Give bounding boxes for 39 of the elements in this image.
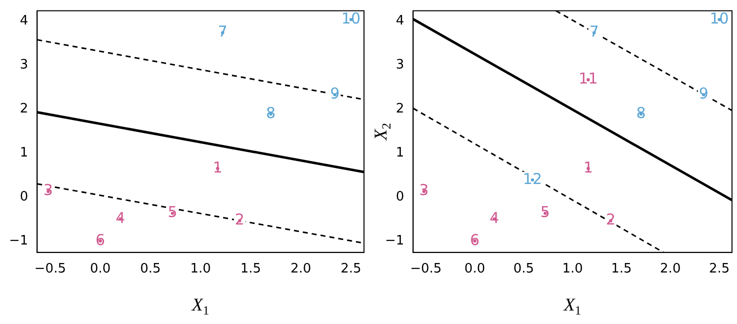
x-tick-label: 0.0 xyxy=(464,262,486,277)
series-label: 6 xyxy=(470,230,480,249)
y-tick-label: 2 xyxy=(20,102,28,117)
y-tick-label: 1 xyxy=(20,146,28,160)
x-tick-label: −0.5 xyxy=(410,262,442,277)
series-label: 10 xyxy=(341,9,361,28)
y-tick-label: 4 xyxy=(20,14,28,29)
x-tick-label: 2.0 xyxy=(660,262,681,277)
x-tick-label: 1.5 xyxy=(611,262,632,277)
x-tick-label: 1.5 xyxy=(240,262,262,277)
series-label: 5 xyxy=(540,203,550,222)
x-tick-label: 0.5 xyxy=(513,262,534,277)
y-tick-label: 2 xyxy=(396,102,404,117)
y-tick-label: 4 xyxy=(396,14,404,29)
y-tick-label: 0 xyxy=(20,189,28,204)
x-tick-label: 2.0 xyxy=(290,262,312,277)
y-tick-label: 3 xyxy=(20,58,28,73)
y-axis-title: X2 xyxy=(370,122,394,142)
x-tick-label: 0.5 xyxy=(140,262,161,277)
x-tick-label: 0.0 xyxy=(90,262,111,277)
series-label: 3 xyxy=(43,181,53,200)
x-tick-label: 2.5 xyxy=(708,262,730,277)
x-tick-label: −0.5 xyxy=(34,262,66,277)
y-tick-label: −1 xyxy=(384,233,404,248)
x-tick-label: 1.0 xyxy=(190,262,211,277)
y-tick-label: 0 xyxy=(396,189,404,204)
y-tick-label: 3 xyxy=(396,58,404,73)
y-tick-label: −1 xyxy=(8,233,28,248)
series-label: 11 xyxy=(578,70,598,88)
series-label: 8 xyxy=(636,104,646,122)
series-label: 12 xyxy=(522,170,542,188)
x-tick-label: 2.5 xyxy=(340,262,362,277)
series-label: 6 xyxy=(96,230,106,249)
series-label: 8 xyxy=(266,104,276,122)
series-label: 5 xyxy=(168,203,178,222)
series-label: 3 xyxy=(419,181,429,200)
y-tick-label: 1 xyxy=(396,146,404,160)
series-label: 10 xyxy=(710,9,729,28)
x-tick-label: 1.0 xyxy=(562,262,583,277)
